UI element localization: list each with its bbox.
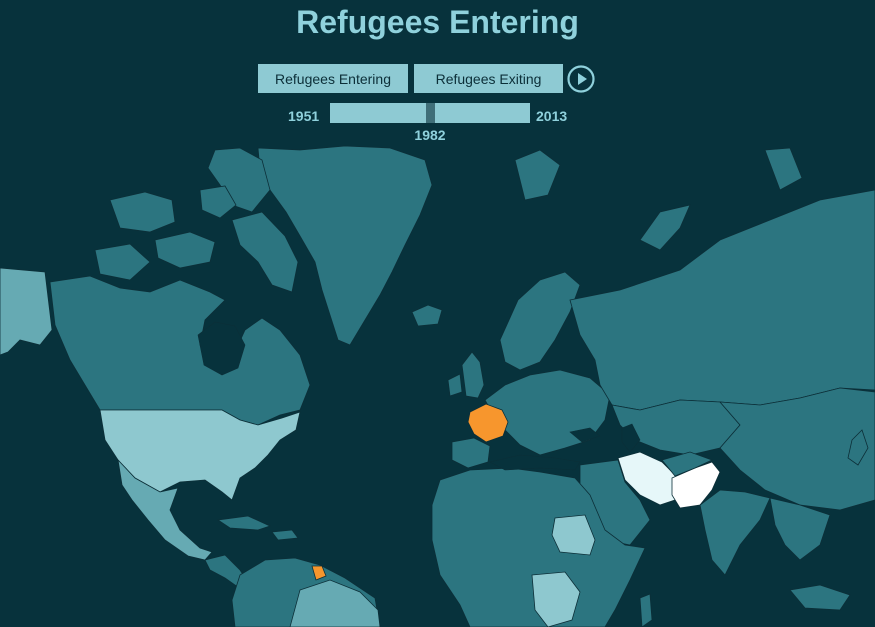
refugees-entering-button[interactable]: Refugees Entering <box>258 64 408 93</box>
region-caspian-sea <box>621 423 641 453</box>
region-india[interactable] <box>699 489 771 576</box>
region-french-guiana[interactable] <box>311 565 327 581</box>
play-circle-icon[interactable] <box>567 65 595 93</box>
region-europe[interactable] <box>484 369 611 456</box>
region-ireland[interactable] <box>447 373 463 397</box>
region-iceland[interactable] <box>411 304 443 327</box>
region-scandinavia[interactable] <box>499 271 581 371</box>
region-brazil[interactable] <box>289 579 381 627</box>
region-russia[interactable] <box>569 189 875 411</box>
region-alaska[interactable] <box>0 267 53 356</box>
region-mexico[interactable] <box>117 458 213 561</box>
region-iberia[interactable] <box>451 437 491 469</box>
timeline-start-year: 1951 <box>288 108 320 124</box>
refugees-exiting-button[interactable]: Refugees Exiting <box>414 64 563 93</box>
region-sudan[interactable] <box>551 514 596 556</box>
region-pakistan[interactable] <box>671 461 721 509</box>
region-arctic-island-2[interactable] <box>154 231 216 269</box>
region-china[interactable] <box>719 387 875 511</box>
region-novaya-zemlya[interactable] <box>639 204 691 251</box>
region-arctic-island-3[interactable] <box>94 243 151 281</box>
region-dr-congo[interactable] <box>531 571 581 627</box>
region-baffin-island[interactable] <box>231 211 299 293</box>
region-greenland[interactable] <box>257 145 433 346</box>
year-slider-handle[interactable] <box>425 103 435 123</box>
region-cuba[interactable] <box>216 515 272 531</box>
region-canada[interactable] <box>49 275 311 426</box>
region-indonesia[interactable] <box>789 584 851 611</box>
region-svalbard[interactable] <box>514 149 561 201</box>
region-madagascar[interactable] <box>639 593 653 627</box>
region-hudson-bay <box>197 321 246 376</box>
region-afghanistan[interactable] <box>661 451 714 477</box>
region-arctic-island-4[interactable] <box>199 185 237 219</box>
region-severnaya-zemlya[interactable] <box>764 147 803 191</box>
region-mediterranean <box>489 454 581 471</box>
timeline-end-year: 2013 <box>536 108 568 124</box>
region-southeast-asia[interactable] <box>769 497 831 561</box>
region-hispaniola[interactable] <box>271 529 299 541</box>
region-japan[interactable] <box>847 429 869 466</box>
region-canada-islands[interactable] <box>207 147 271 213</box>
region-united-kingdom[interactable] <box>461 351 485 399</box>
region-africa[interactable] <box>431 467 646 627</box>
page-title: Refugees Entering <box>296 4 579 40</box>
timeline-current-year: 1982 <box>414 127 446 143</box>
region-france[interactable] <box>467 403 509 443</box>
region-arctic-island-1[interactable] <box>109 191 176 233</box>
region-black-sea <box>569 427 601 443</box>
year-slider-track[interactable] <box>330 103 530 123</box>
